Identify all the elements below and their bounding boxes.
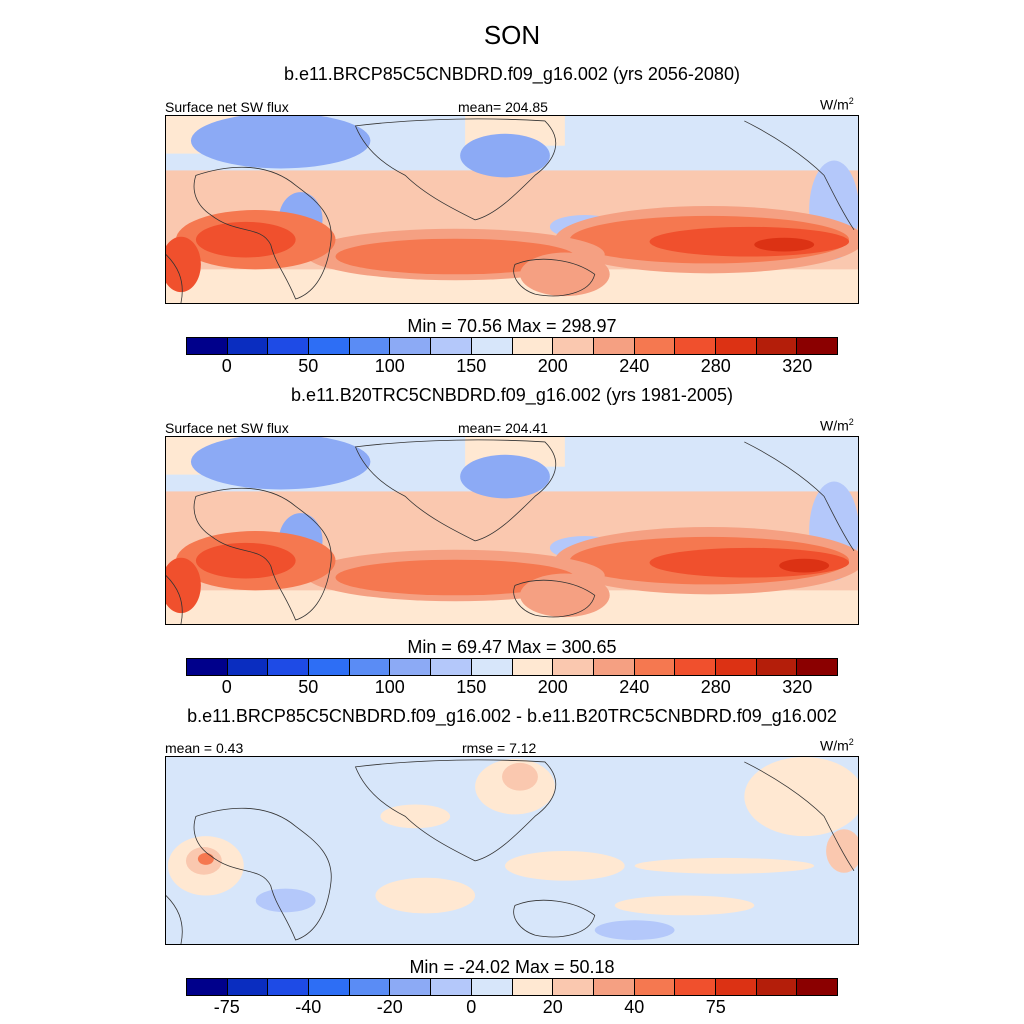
colorbar-swatch (471, 659, 513, 675)
colorbar-swatch (268, 979, 310, 995)
colorbar-swatch (512, 659, 554, 675)
colorbar-tick-label: -20 (376, 997, 403, 1017)
panel-2-mean-label: mean= 204.41 (458, 420, 548, 436)
panel-1-colorbar (186, 337, 838, 355)
colorbar-swatch (553, 338, 594, 354)
colorbar-swatch (349, 338, 391, 354)
colorbar-swatch (553, 979, 594, 995)
colorbar-swatch (634, 979, 676, 995)
colorbar-tick-label: -75 (213, 997, 240, 1017)
colorbar-swatch (675, 338, 716, 354)
colorbar-swatch (227, 338, 269, 354)
colorbar-swatch (512, 979, 554, 995)
panel-3-map-field (166, 757, 858, 944)
panel-3-unit-label: W/m2 (820, 737, 854, 754)
colorbar-tick-label: 320 (782, 356, 813, 376)
panel-2-colorbar (186, 658, 838, 676)
panel-3-rmse-label: rmse = 7.12 (462, 740, 537, 756)
colorbar-swatch (756, 338, 798, 354)
panel-3-mean-label: mean = 0.43 (165, 740, 244, 756)
colorbar-tick-label: 20 (542, 997, 563, 1017)
colorbar-swatch (268, 338, 310, 354)
colorbar-swatch (715, 979, 757, 995)
colorbar-tick-label: 150 (456, 356, 487, 376)
colorbar-swatch (390, 338, 432, 354)
figure-title: SON (483, 20, 541, 50)
colorbar-swatch (553, 659, 594, 675)
colorbar-swatch (390, 979, 432, 995)
colorbar-swatch (268, 659, 310, 675)
colorbar-swatch (227, 979, 269, 995)
colorbar-swatch (227, 659, 269, 675)
panel-1-map (165, 115, 859, 304)
panel-1-mean-label: mean= 204.85 (458, 99, 548, 115)
colorbar-tick-label: 320 (782, 677, 813, 697)
colorbar-swatch (512, 338, 554, 354)
colorbar-swatch (187, 979, 228, 995)
colorbar-tick-label: 100 (374, 356, 405, 376)
colorbar-tick-label: 280 (700, 677, 731, 697)
colorbar-swatch (797, 979, 837, 995)
colorbar-swatch (349, 979, 391, 995)
colorbar-tick-label: 240 (619, 677, 650, 697)
colorbar-tick-label: 0 (221, 356, 232, 376)
colorbar-tick-label: 0 (466, 997, 477, 1017)
panel-1-minmax: Min = 70.56 Max = 298.97 (407, 316, 617, 336)
colorbar-swatch (634, 338, 676, 354)
colorbar-swatch (593, 338, 635, 354)
colorbar-swatch (756, 979, 798, 995)
colorbar-swatch (471, 338, 513, 354)
colorbar-swatch (390, 659, 432, 675)
colorbar-swatch (471, 979, 513, 995)
panel-3-colorbar (186, 978, 838, 996)
colorbar-swatch (675, 659, 716, 675)
colorbar-tick-label: 40 (624, 997, 645, 1017)
colorbar-swatch (715, 338, 757, 354)
colorbar-swatch (431, 659, 472, 675)
colorbar-swatch (431, 979, 472, 995)
colorbar-tick-label: 240 (619, 356, 650, 376)
colorbar-tick-label: -40 (295, 997, 322, 1017)
colorbar-swatch (187, 659, 228, 675)
colorbar-swatch (309, 979, 350, 995)
colorbar-tick-label: 0 (221, 677, 232, 697)
panel-2-map (165, 436, 859, 625)
panel-2-variable-label: Surface net SW flux (165, 420, 289, 436)
colorbar-swatch (187, 338, 228, 354)
panel-2-map-field (166, 437, 858, 624)
colorbar-swatch (349, 659, 391, 675)
colorbar-swatch (715, 659, 757, 675)
colorbar-tick-label: 150 (456, 677, 487, 697)
colorbar-tick-label: 200 (537, 356, 568, 376)
panel-1-map-field (166, 116, 858, 303)
colorbar-swatch (431, 338, 472, 354)
panel-2-minmax: Min = 69.47 Max = 300.65 (407, 637, 617, 657)
colorbar-swatch (797, 338, 837, 354)
colorbar-swatch (309, 659, 350, 675)
colorbar-tick-label: 100 (374, 677, 405, 697)
colorbar-swatch (797, 659, 837, 675)
colorbar-swatch (756, 659, 798, 675)
colorbar-swatch (634, 659, 676, 675)
colorbar-tick-label: 200 (537, 677, 568, 697)
panel-3-subtitle: b.e11.BRCP85C5CNBDRD.f09_g16.002 - b.e11… (187, 706, 837, 726)
panel-1-subtitle: b.e11.BRCP85C5CNBDRD.f09_g16.002 (yrs 20… (284, 64, 740, 84)
colorbar-tick-label: 50 (298, 677, 319, 697)
panel-2-unit-label: W/m2 (820, 417, 854, 434)
panel-3-minmax: Min = -24.02 Max = 50.18 (409, 957, 615, 977)
colorbar-swatch (675, 979, 716, 995)
colorbar-tick-label: 75 (705, 997, 726, 1017)
panel-3-map (165, 756, 859, 945)
panel-2-subtitle: b.e11.B20TRC5CNBDRD.f09_g16.002 (yrs 198… (291, 385, 733, 405)
colorbar-tick-label: 50 (298, 356, 319, 376)
colorbar-swatch (593, 659, 635, 675)
colorbar-swatch (309, 338, 350, 354)
colorbar-swatch (593, 979, 635, 995)
panel-1-unit-label: W/m2 (820, 96, 854, 113)
panel-1-variable-label: Surface net SW flux (165, 99, 289, 115)
colorbar-tick-label: 280 (700, 356, 731, 376)
